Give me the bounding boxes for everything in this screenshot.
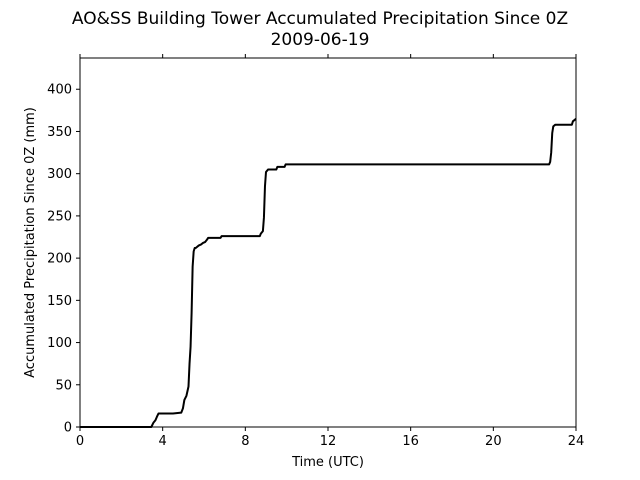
y-tick-label: 50: [55, 378, 72, 393]
y-tick-label: 150: [47, 294, 72, 309]
y-tick-label: 100: [47, 336, 72, 351]
x-tick-label: 0: [76, 434, 84, 449]
y-tick-label: 200: [47, 252, 72, 267]
y-axis-ticks: 0 50 100 150 200 250 300 350 400: [47, 83, 80, 436]
y-tick-label: 250: [47, 209, 72, 224]
y-tick-label: 350: [47, 125, 72, 140]
x-tick-label: 20: [485, 434, 502, 449]
y-tick-label: 0: [64, 421, 72, 436]
chart-title: AO&SS Building Tower Accumulated Precipi…: [72, 9, 568, 29]
y-tick-label: 300: [47, 167, 72, 182]
y-axis-label: Accumulated Precipitation Since 0Z (mm): [23, 107, 38, 378]
precipitation-line: [80, 118, 577, 428]
x-tick-label: 12: [320, 434, 337, 449]
x-tick-label: 8: [241, 434, 249, 449]
chart-subtitle: 2009-06-19: [271, 30, 370, 50]
x-tick-label: 16: [402, 434, 419, 449]
plot-area-frame: [79, 57, 577, 428]
x-axis-label: Time (UTC): [291, 455, 364, 470]
y-tick-label: 400: [47, 83, 72, 98]
x-tick-label: 4: [159, 434, 167, 449]
x-axis-ticks: 0 4 8 12 16 20 24: [76, 54, 584, 449]
x-tick-label: 24: [568, 434, 585, 449]
